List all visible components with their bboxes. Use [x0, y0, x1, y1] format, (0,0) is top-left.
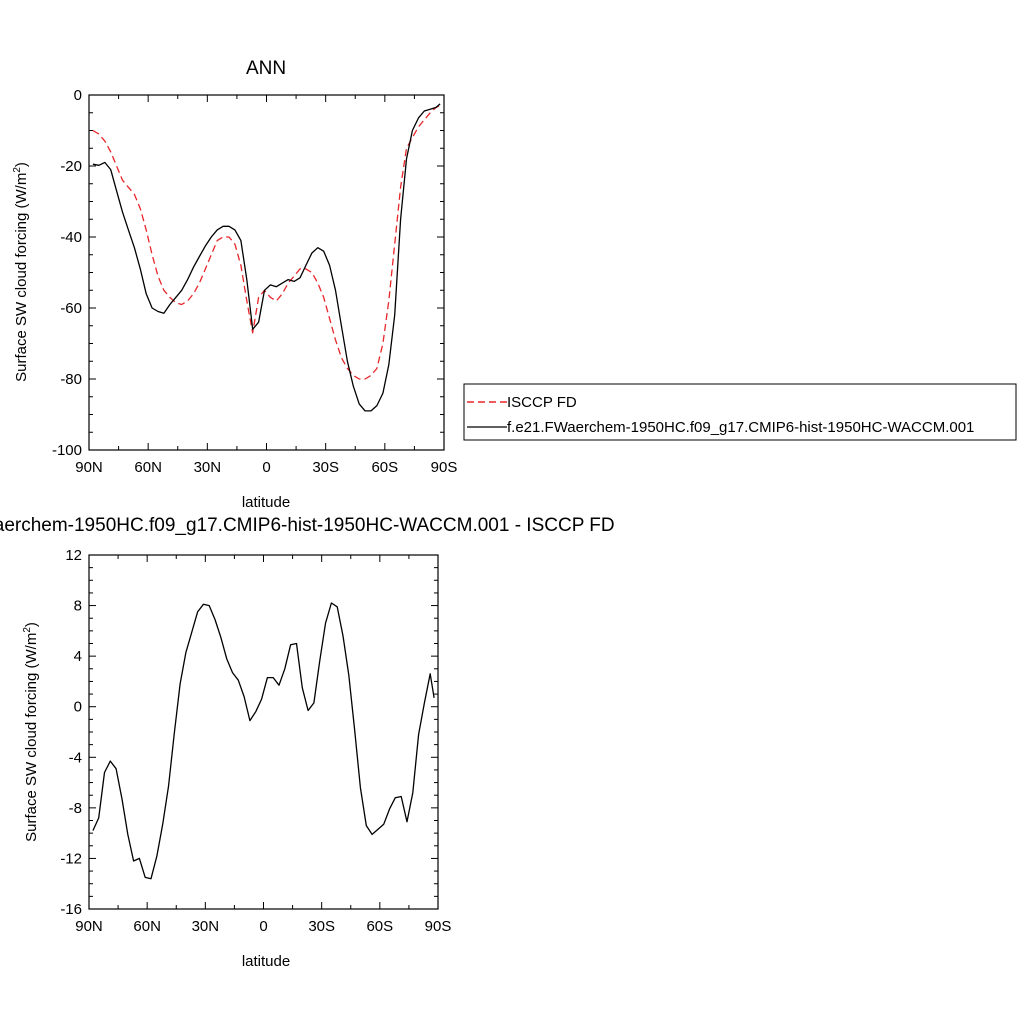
y-tick-label: 12	[65, 547, 82, 564]
legend-box	[463, 383, 1017, 441]
x-tick-label: 0	[262, 459, 270, 476]
panel-2-plot-frame	[88, 554, 439, 910]
y-tick-label: -40	[60, 229, 82, 246]
series-line-model	[92, 602, 435, 880]
x-tick-label: 90N	[75, 918, 103, 935]
x-tick-label: 60S	[371, 459, 398, 476]
x-tick-label: 30N	[192, 918, 220, 935]
x-tick-label: 90N	[75, 459, 103, 476]
x-tick-label: 90S	[431, 459, 458, 476]
panel-2-x-axis-label: latitude	[242, 953, 290, 970]
x-tick-label: 0	[259, 918, 267, 935]
y-tick-label: -20	[60, 158, 82, 175]
y-tick-label: -8	[69, 800, 82, 817]
y-tick-label: 4	[74, 648, 82, 665]
y-tick-label: -16	[60, 901, 82, 918]
series-line-model	[92, 103, 441, 412]
y-tick-label: -4	[69, 749, 82, 766]
panel-difference: f.e21.FWaerchem-1950HC.f09_g17.CMIP6-his…	[0, 515, 615, 970]
panel-2-title: f.e21.FWaerchem-1950HC.f09_g17.CMIP6-his…	[0, 515, 615, 536]
panel-1-x-axis-label: latitude	[242, 494, 290, 511]
panel-1-title: ANN	[246, 58, 286, 79]
x-tick-label: 30S	[308, 918, 335, 935]
panel-2-y-axis-label: Surface SW cloud forcing (W/m2)	[22, 622, 40, 842]
panel-annual-mean: ANN 90N 60N 30N 0 30S 60S 90S 0 -20 -40 -60 -80 -100…	[12, 58, 1017, 511]
y-tick-label: 8	[74, 598, 82, 615]
y-tick-label: -100	[52, 442, 82, 459]
y-tick-label: -12	[60, 850, 82, 867]
x-tick-label: 90S	[425, 918, 452, 935]
series-line-isccp-fd	[92, 105, 441, 380]
legend-label-isccp: ISCCP FD	[507, 394, 577, 411]
legend: ISCCP FD f.e21.FWaerchem-1950HC.f09_g17.…	[463, 383, 1017, 441]
panel-1-plot-frame	[88, 94, 445, 451]
y-tick-label: -80	[60, 371, 82, 388]
legend-label-model: f.e21.FWaerchem-1950HC.f09_g17.CMIP6-his…	[507, 419, 974, 436]
x-tick-label: 30S	[312, 459, 339, 476]
x-tick-label: 60S	[366, 918, 393, 935]
y-tick-label: 0	[74, 87, 82, 104]
x-tick-label: 60N	[133, 918, 161, 935]
x-tick-label: 60N	[134, 459, 162, 476]
x-tick-label: 30N	[194, 459, 222, 476]
panel-1-y-axis-label: Surface SW cloud forcing (W/m2)	[12, 162, 30, 382]
y-tick-label: -60	[60, 300, 82, 317]
y-tick-label: 0	[74, 699, 82, 716]
